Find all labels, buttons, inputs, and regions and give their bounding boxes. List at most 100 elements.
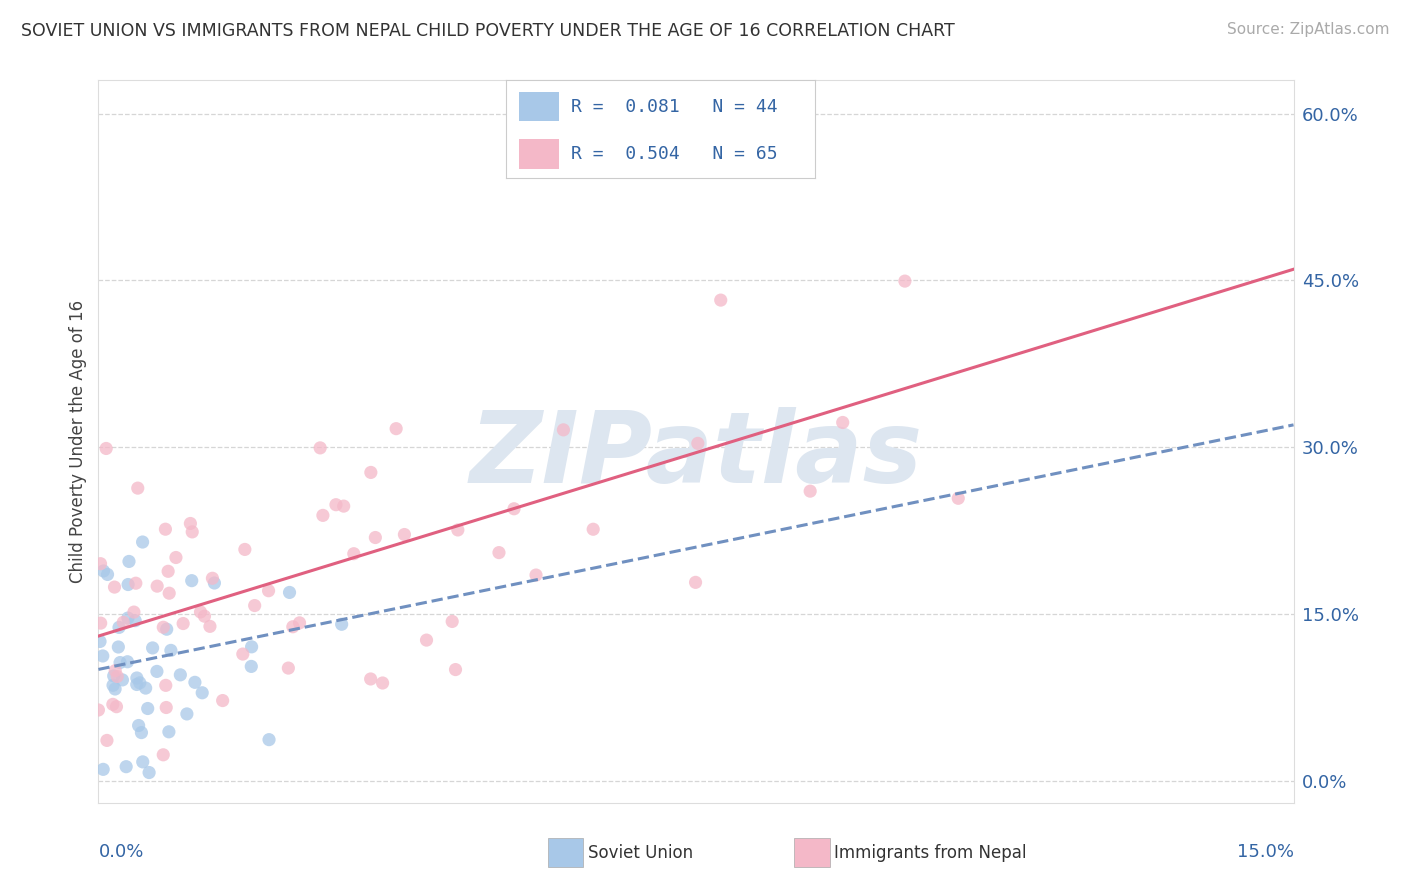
Point [277, 661, 299, 675]
Point [364, 531, 387, 545]
Point [103, 580, 125, 594]
Point [142, 640, 165, 655]
Text: ZIPatlas: ZIPatlas [470, 408, 922, 505]
Point [112, 615, 135, 630]
Y-axis label: Child Poverty Under the Age of 16: Child Poverty Under the Age of 16 [69, 300, 87, 583]
Point [96, 567, 118, 582]
Point [117, 577, 139, 591]
Point [686, 436, 709, 450]
Point [176, 706, 198, 721]
Point [831, 416, 853, 430]
Point [312, 508, 335, 523]
Point [104, 664, 127, 678]
Point [157, 586, 180, 600]
Point [202, 576, 225, 591]
Point [371, 676, 394, 690]
Point [122, 605, 145, 619]
Point [343, 547, 366, 561]
Point [444, 663, 467, 677]
Point [447, 523, 470, 537]
Point [91, 648, 114, 663]
Point [165, 550, 187, 565]
Point [101, 698, 124, 712]
Point [117, 655, 139, 669]
Point [118, 554, 141, 568]
Point [360, 466, 382, 480]
Point [117, 611, 139, 625]
Point [96, 733, 118, 747]
Text: Source: ZipAtlas.com: Source: ZipAtlas.com [1226, 22, 1389, 37]
Point [124, 614, 146, 628]
Point [89, 557, 111, 571]
Point [90, 616, 112, 631]
Point [799, 484, 821, 499]
Point [107, 640, 129, 654]
FancyBboxPatch shape [519, 92, 558, 121]
Point [211, 693, 233, 707]
Point [894, 274, 917, 288]
Point [553, 423, 575, 437]
Point [104, 681, 127, 696]
Point [179, 516, 201, 531]
Point [524, 568, 547, 582]
Point [288, 615, 311, 630]
Point [488, 546, 510, 560]
Point [330, 617, 353, 632]
Point [111, 673, 134, 687]
Point [125, 576, 148, 591]
Point [685, 575, 707, 590]
Point [146, 579, 169, 593]
Point [360, 672, 382, 686]
Point [190, 605, 212, 619]
Point [191, 686, 214, 700]
Point [503, 501, 526, 516]
Text: R =  0.504   N = 65: R = 0.504 N = 65 [571, 145, 778, 163]
Point [108, 620, 131, 634]
Point [136, 701, 159, 715]
Point [155, 700, 177, 714]
Point [394, 527, 416, 541]
Point [332, 499, 354, 513]
Point [232, 647, 254, 661]
Point [156, 622, 179, 636]
Point [96, 442, 118, 456]
Text: 0.0%: 0.0% [98, 843, 143, 861]
Point [257, 732, 280, 747]
Point [131, 725, 153, 739]
Point [91, 763, 114, 777]
Point [198, 619, 221, 633]
Point [157, 564, 180, 578]
Point [233, 542, 256, 557]
Point [115, 760, 138, 774]
Point [105, 669, 128, 683]
Point [127, 481, 149, 495]
Point [128, 718, 150, 732]
Point [146, 665, 169, 679]
Point [441, 615, 464, 629]
Point [948, 491, 970, 506]
Point [385, 422, 408, 436]
Point [93, 564, 115, 578]
Point [240, 640, 263, 654]
Point [128, 675, 150, 690]
Point [108, 656, 131, 670]
Point [125, 677, 148, 691]
Text: SOVIET UNION VS IMMIGRANTS FROM NEPAL CHILD POVERTY UNDER THE AGE OF 16 CORRELAT: SOVIET UNION VS IMMIGRANTS FROM NEPAL CH… [21, 22, 955, 40]
Point [152, 747, 174, 762]
Point [710, 293, 733, 307]
Point [169, 668, 191, 682]
Point [325, 498, 347, 512]
Point [138, 765, 160, 780]
Point [180, 574, 202, 588]
Point [184, 675, 207, 690]
FancyBboxPatch shape [519, 139, 558, 169]
Point [309, 441, 332, 455]
Point [415, 633, 437, 648]
Point [160, 643, 183, 657]
Point [257, 583, 280, 598]
Point [152, 620, 174, 634]
Point [157, 724, 180, 739]
Point [101, 678, 124, 692]
Point [125, 671, 148, 685]
Point [193, 609, 215, 624]
